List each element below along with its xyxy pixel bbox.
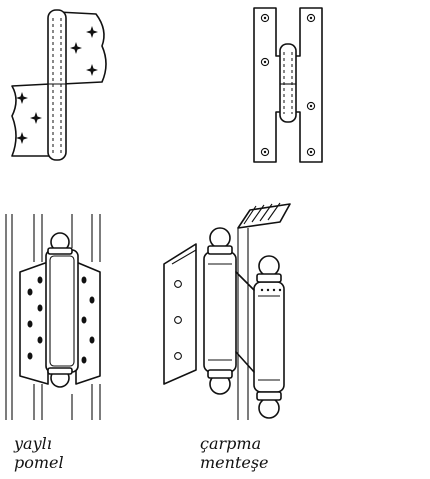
spring-hinge-caption-line-1: yaylı — [14, 434, 52, 453]
spring-coil — [260, 288, 282, 292]
h-hinge-drawing — [253, 7, 323, 163]
swing-hinge-caption: çarpma menteşe — [200, 434, 269, 472]
swing-hinge-caption-line-2: menteşe — [200, 453, 269, 472]
spring-hinge-drawing — [5, 214, 101, 420]
spring-hinge-caption: yaylı pomel — [14, 434, 64, 472]
screw-hole — [174, 280, 182, 360]
flag-hinge-drawing — [11, 9, 107, 161]
screw-star — [16, 26, 98, 144]
swing-hinge-caption-line-1: çarpma — [200, 434, 262, 453]
spring-hinge-caption-line-2: pomel — [14, 453, 64, 472]
swing-hinge-drawing — [163, 202, 291, 420]
screw-hole — [260, 13, 316, 157]
screw-hole — [27, 276, 95, 364]
